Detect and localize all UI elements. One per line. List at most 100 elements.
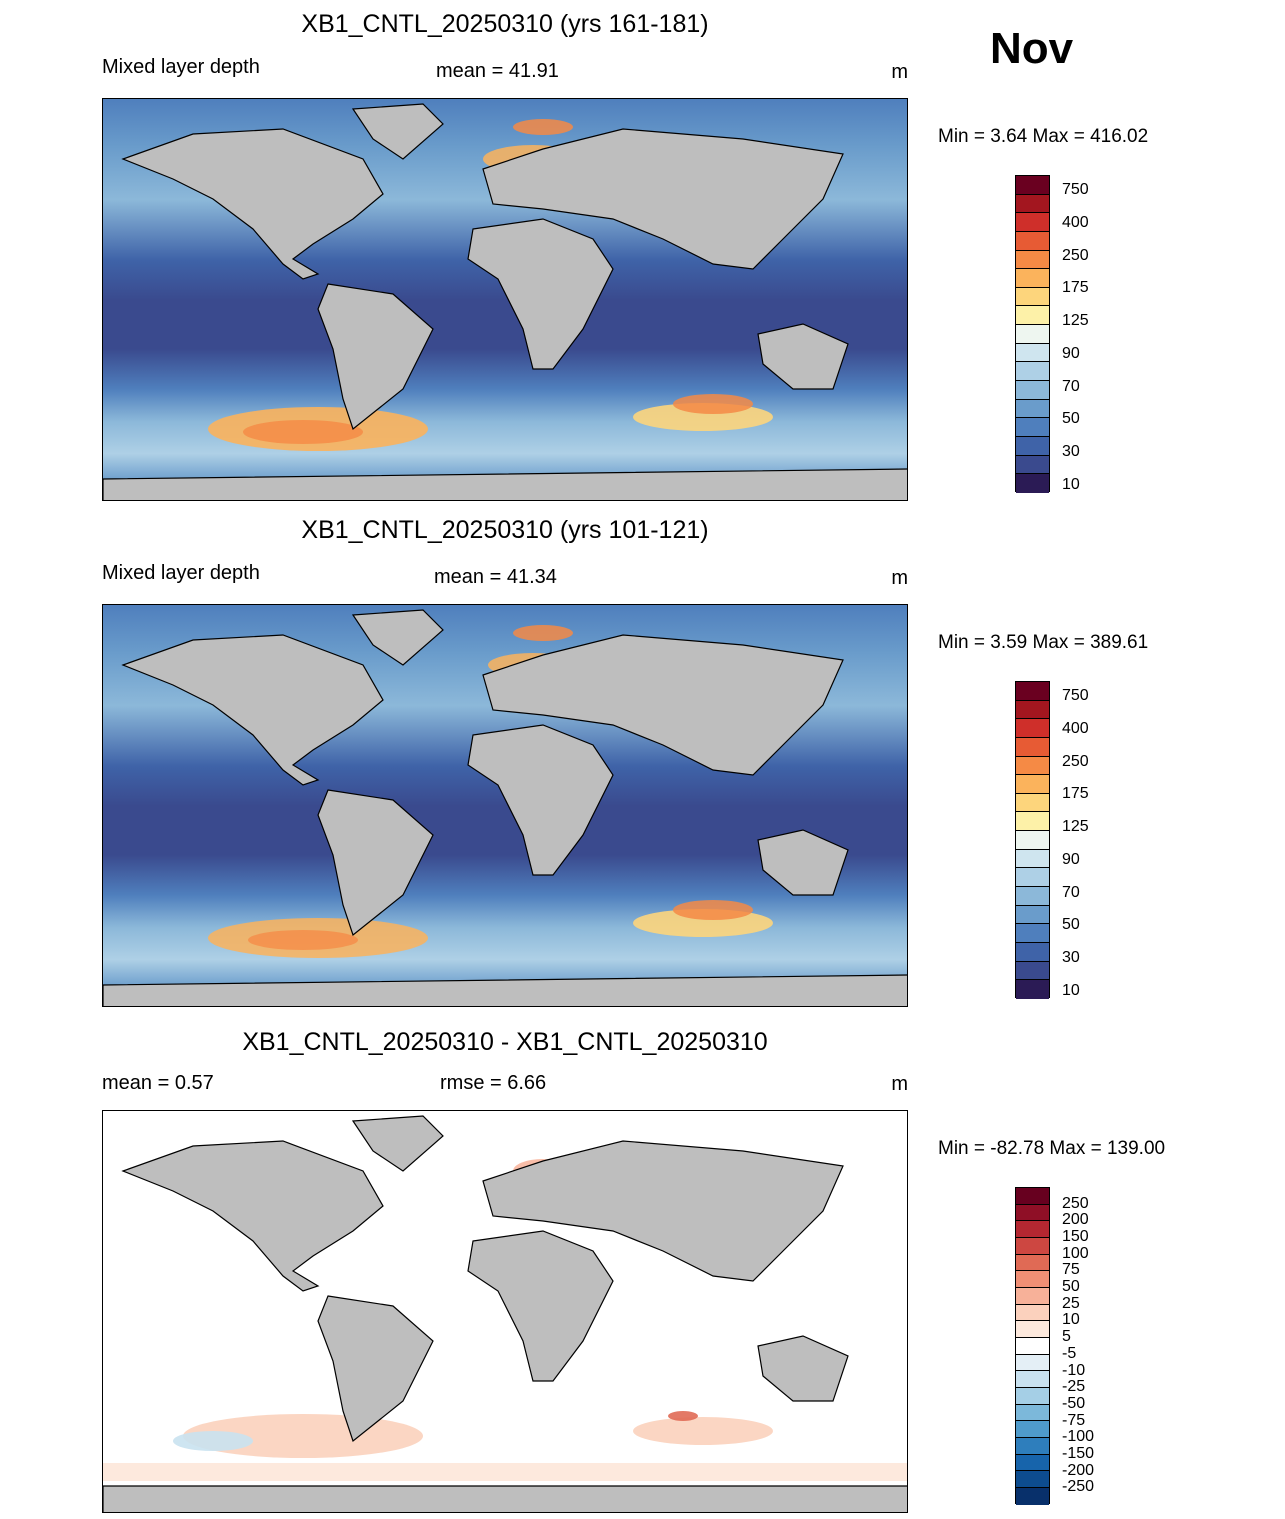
panel2-minmax: Min = 3.59 Max = 389.61 (938, 632, 1149, 653)
colorbar-tick-label: 10 (1062, 476, 1080, 493)
panel2-mean-label: mean = 41.34 (434, 566, 557, 588)
south-america (317, 789, 434, 937)
colorbar-segment (1016, 287, 1049, 307)
panel2-units-label: m (891, 567, 908, 589)
panel2-map-svg (103, 605, 907, 1006)
greenland (351, 103, 444, 160)
colorbar-tick-label: 90 (1062, 344, 1080, 362)
colorbar-segment (1016, 1454, 1049, 1472)
australia (757, 1335, 849, 1402)
colorbar-tick-label: -200 (1062, 1461, 1095, 1479)
panel2-title: XB1_CNTL_20250310 (yrs 101-121) (301, 516, 709, 544)
colorbar-segment (1016, 905, 1049, 925)
colorbar-tick-label: 175 (1062, 279, 1089, 297)
colorbar-segment (1016, 474, 1049, 493)
colorbar-tick-label: 70 (1062, 377, 1080, 395)
panel3-minmax: Min = -82.78 Max = 139.00 (938, 1138, 1166, 1159)
colorbar-segment (1016, 418, 1049, 437)
south-indian-core (673, 900, 753, 920)
antarctica (103, 1485, 907, 1512)
south-indian-core-anomaly (668, 1411, 698, 1421)
south-america (317, 1295, 434, 1443)
colorbar-segment (1016, 868, 1049, 888)
greenland-sea-deep-mld (513, 625, 573, 641)
colorbar-segment (1016, 306, 1049, 326)
colorbar-segment (1016, 942, 1049, 962)
colorbar-tick-label: 125 (1062, 818, 1089, 836)
colorbar-tick-label: 750 (1062, 687, 1089, 704)
panel2-variable-label: Mixed layer depth (102, 562, 260, 584)
colorbar-segment (1016, 756, 1049, 776)
colorbar-segment (1016, 343, 1049, 363)
panel3-rmse-label: rmse = 6.66 (440, 1072, 547, 1094)
colorbar-segment (1016, 700, 1049, 720)
continents (103, 103, 907, 500)
africa (467, 218, 614, 370)
colorbar-segment (1016, 1354, 1049, 1372)
panel1-title: XB1_CNTL_20250310 (yrs 161-181) (301, 10, 709, 38)
colorbar-segment (1016, 1254, 1049, 1272)
panel1-map (102, 98, 908, 501)
colorbar-tick-label: 250 (1062, 752, 1089, 770)
colorbar-tick-label: 25 (1062, 1294, 1080, 1312)
month-label: Nov (990, 24, 1074, 73)
south-pacific-negative-anomaly (173, 1431, 253, 1451)
panel1-colorbar (1015, 175, 1050, 493)
colorbar-segment (1016, 455, 1049, 475)
south-indian-positive-anomaly (633, 1417, 773, 1445)
colorbar-segment (1016, 1188, 1049, 1205)
colorbar-tick-label: 100 (1062, 1244, 1089, 1262)
africa (467, 724, 614, 876)
colorbar-segment (1016, 1471, 1049, 1489)
colorbar-segment (1016, 812, 1049, 832)
colorbar-tick-label: 75 (1062, 1261, 1080, 1279)
colorbar-segment (1016, 775, 1049, 794)
colorbar-segment (1016, 250, 1049, 270)
colorbar-segment (1016, 961, 1049, 981)
colorbar-tick-label: -10 (1062, 1361, 1086, 1379)
colorbar-segment (1016, 1421, 1049, 1439)
colorbar-segment (1016, 887, 1049, 906)
colorbar-segment (1016, 399, 1049, 419)
greenland-sea-deep-mld (513, 119, 573, 135)
colorbar-segment (1016, 1221, 1049, 1239)
colorbar-tick-label: -5 (1062, 1344, 1077, 1362)
colorbar-tick-label: -50 (1062, 1394, 1086, 1412)
colorbar-tick-label: 10 (1062, 1311, 1080, 1329)
colorbar-segment (1016, 1321, 1049, 1339)
continents (103, 609, 907, 1006)
colorbar-segment (1016, 924, 1049, 943)
colorbar-segment (1016, 362, 1049, 382)
panel3-mean-label: mean = 0.57 (102, 1072, 214, 1094)
africa (467, 1230, 614, 1382)
colorbar-segment (1016, 1438, 1049, 1455)
colorbar-segment (1016, 1304, 1049, 1322)
colorbar-tick-label: 150 (1062, 1228, 1089, 1246)
colorbar-segment (1016, 1371, 1049, 1389)
southern-ocean-anomaly-band (103, 1463, 907, 1481)
colorbar-tick-label: 250 (1062, 246, 1089, 264)
colorbar-tick-label: -150 (1062, 1444, 1095, 1462)
colorbar-segment (1016, 980, 1049, 999)
colorbar-tick-label: 30 (1062, 443, 1080, 461)
colorbar-segment (1016, 325, 1049, 344)
colorbar-segment (1016, 194, 1049, 214)
antarctica (103, 974, 907, 1006)
colorbar-segment (1016, 1238, 1049, 1255)
panel3-units-label: m (891, 1073, 908, 1095)
south-pacific-core (248, 930, 358, 950)
colorbar-tick-label: 400 (1062, 213, 1089, 231)
panel1-variable-label: Mixed layer depth (102, 56, 260, 78)
colorbar-tick-label: 10 (1062, 982, 1080, 999)
south-america (317, 283, 434, 431)
south-pacific-core (243, 420, 363, 444)
colorbar-tick-label: 50 (1062, 916, 1080, 934)
colorbar-segment (1016, 1338, 1049, 1355)
colorbar-segment (1016, 737, 1049, 757)
colorbar-segment (1016, 213, 1049, 232)
south-indian-core (673, 394, 753, 414)
colorbar-tick-label: 250 (1062, 1194, 1089, 1212)
panel1-map-svg (103, 99, 907, 500)
panel2-map (102, 604, 908, 1007)
colorbar-segment (1016, 1488, 1049, 1505)
